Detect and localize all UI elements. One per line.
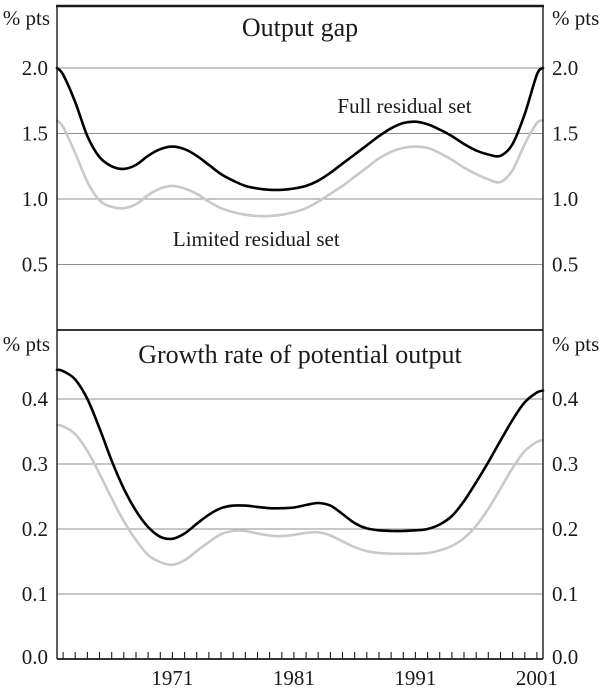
plot-frame — [56, 4, 544, 660]
x-tick-label: 1991 — [394, 666, 436, 690]
y-tick-label-right: 0.4 — [552, 387, 579, 411]
series-line-full — [55, 66, 545, 192]
panel1-unit-left: % pts — [3, 6, 50, 30]
panel1-title: Output gap — [242, 13, 358, 42]
tick-labels: 0.5 0.5 1.0 1.0 1.5 1.5 2.0 2.0 0.0 0.0 0.1 0.1 0.2 0… — [22, 56, 579, 690]
x-axis-ticks — [62, 652, 538, 659]
panel1-unit-right: % pts — [552, 6, 599, 30]
y-tick-label-right: 0.5 — [552, 253, 578, 277]
x-tick-label: 1981 — [273, 666, 315, 690]
series-line-limited — [55, 119, 545, 218]
series-curves — [55, 66, 545, 567]
y-tick-label-right: 2.0 — [552, 56, 578, 80]
y-tick-label-right: 0.0 — [552, 645, 578, 669]
x-tick-label: 1971 — [151, 666, 193, 690]
y-tick-label-right: 1.0 — [552, 187, 578, 211]
panel2-title: Growth rate of potential output — [138, 340, 462, 369]
y-tick-label-right: 0.1 — [552, 582, 578, 606]
y-tick-label-left: 2.0 — [22, 56, 48, 80]
y-tick-label-left: 0.3 — [22, 452, 48, 476]
y-tick-label-right: 0.2 — [552, 517, 578, 541]
gridlines — [57, 67, 543, 595]
y-tick-label-left: 0.0 — [22, 645, 48, 669]
series-label: Limited residual set — [173, 227, 340, 251]
y-tick-label-left: 0.2 — [22, 517, 48, 541]
y-tick-label-left: 1.0 — [22, 187, 48, 211]
x-tick-label: 2001 — [516, 666, 558, 690]
series-line-limited — [55, 423, 545, 567]
panel2-unit-left: % pts — [3, 332, 50, 356]
y-tick-label-right: 0.3 — [552, 452, 578, 476]
series-annotations: Full residual set Limited residual set — [173, 94, 472, 251]
y-tick-label-left: 0.5 — [22, 253, 48, 277]
panel2-unit-right: % pts — [552, 332, 599, 356]
series-line-full — [55, 368, 545, 541]
y-tick-label-left: 0.4 — [22, 387, 49, 411]
y-tick-label-left: 1.5 — [22, 122, 48, 146]
series-label: Full residual set — [337, 94, 471, 118]
y-tick-label-left: 0.1 — [22, 582, 48, 606]
y-tick-label-right: 1.5 — [552, 122, 578, 146]
